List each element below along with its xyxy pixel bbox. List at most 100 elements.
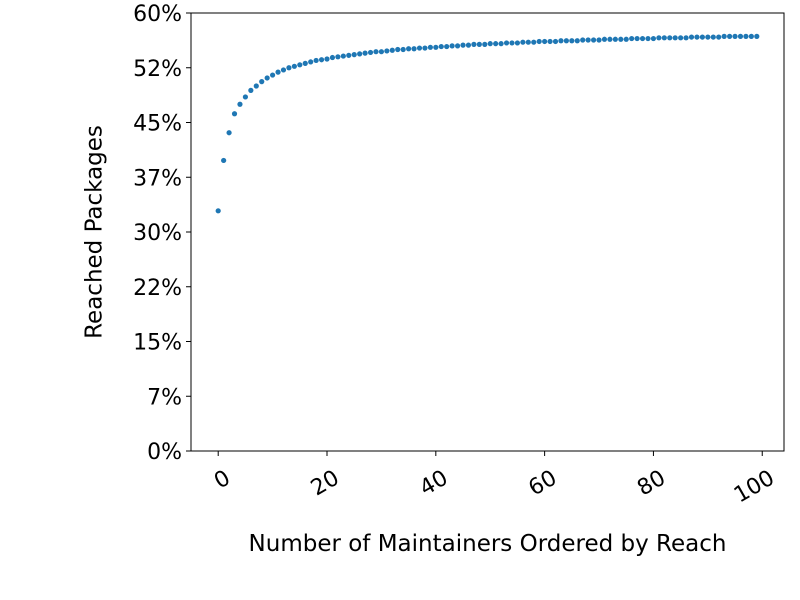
- data-point: [340, 53, 346, 59]
- y-tick-label: 0%: [147, 440, 182, 465]
- data-point: [743, 33, 749, 39]
- data-point: [471, 41, 477, 47]
- data-point: [601, 36, 608, 42]
- data-point: [596, 37, 602, 43]
- data-point: [221, 157, 227, 164]
- data-point: [449, 43, 455, 49]
- y-tick-label: 52%: [133, 57, 182, 82]
- data-point: [503, 40, 510, 46]
- data-point: [482, 41, 488, 47]
- data-point: [634, 35, 640, 42]
- data-point: [645, 35, 651, 42]
- data-point: [318, 57, 325, 63]
- axis-ticks: 0% 7% 15% 22% 30% 37% 45% 52% 60% 0 20 40 60 80 100: [133, 2, 779, 508]
- data-point: [639, 35, 646, 42]
- data-point: [454, 43, 461, 49]
- data-point: [313, 57, 319, 64]
- data-point: [520, 39, 526, 45]
- data-point: [509, 40, 515, 46]
- data-point: [629, 35, 635, 42]
- data-point: [362, 50, 368, 56]
- data-point: [416, 45, 423, 51]
- data-point: [373, 49, 379, 55]
- data-point: [465, 42, 472, 48]
- x-axis-title: Number of Maintainers Ordered by Reach: [249, 531, 727, 557]
- data-point: [259, 79, 265, 85]
- data-point: [552, 38, 559, 45]
- data-point: [351, 52, 357, 58]
- data-point: [683, 35, 689, 41]
- data-point: [525, 39, 531, 45]
- data-point: [536, 38, 542, 45]
- data-point: [231, 111, 238, 117]
- data-point: [716, 34, 722, 40]
- data-point: [406, 46, 412, 52]
- data-point: [384, 48, 390, 54]
- data-point: [253, 83, 259, 89]
- data-point: [427, 44, 433, 50]
- data-point: [395, 46, 401, 53]
- data-point: [542, 38, 548, 45]
- data-point: [618, 36, 624, 42]
- data-point: [563, 38, 569, 44]
- data-point: [678, 35, 684, 41]
- x-tick-label: 40: [416, 466, 453, 502]
- data-point: [699, 34, 705, 40]
- data-point: [672, 35, 678, 41]
- data-point: [460, 42, 466, 48]
- data-point: [487, 41, 493, 47]
- x-tick-label: 100: [730, 466, 779, 509]
- data-point: [242, 94, 249, 100]
- data-point: [667, 35, 673, 41]
- data-point: [574, 38, 580, 44]
- data-point: [226, 130, 232, 136]
- x-tick-label: 80: [633, 466, 670, 502]
- data-point: [531, 39, 537, 45]
- data-point: [732, 33, 738, 39]
- data-point: [444, 43, 450, 50]
- data-point: [726, 33, 733, 39]
- data-point: [297, 62, 303, 68]
- y-tick-label: 37%: [133, 166, 182, 191]
- data-point: [476, 41, 482, 47]
- x-tick-label: 0: [210, 466, 235, 495]
- data-point: [661, 35, 667, 41]
- data-point: [280, 67, 287, 73]
- data-point: [324, 56, 330, 62]
- data-point: [378, 49, 385, 55]
- data-point: [656, 35, 662, 41]
- data-point: [694, 34, 700, 40]
- data-point: [329, 54, 336, 61]
- data-point: [569, 38, 575, 44]
- data-point: [585, 37, 591, 43]
- data-point: [612, 36, 618, 42]
- data-point: [270, 72, 276, 78]
- data-point: [650, 35, 657, 42]
- y-tick-label: 22%: [133, 276, 182, 301]
- y-tick-label: 60%: [133, 2, 182, 27]
- y-axis-title: Reached Packages: [82, 125, 108, 339]
- y-tick-label: 30%: [133, 221, 182, 246]
- data-point: [558, 38, 564, 44]
- data-point: [710, 34, 716, 40]
- data-point: [748, 33, 754, 39]
- x-tick-label: 20: [307, 466, 344, 502]
- data-point: [607, 36, 613, 42]
- data-point: [721, 33, 727, 39]
- data-point: [422, 45, 428, 51]
- data-point: [590, 37, 597, 43]
- data-point: [580, 37, 586, 43]
- y-tick-label: 7%: [147, 385, 182, 410]
- data-point: [438, 43, 444, 50]
- y-tick-label: 45%: [133, 112, 182, 137]
- data-point: [264, 75, 270, 81]
- data-point: [754, 33, 760, 39]
- x-tick-label: 60: [524, 466, 561, 502]
- data-point: [308, 59, 314, 65]
- data-point: [286, 65, 292, 71]
- plot-area-frame: [190, 12, 785, 452]
- data-point: [737, 33, 744, 39]
- data-point: [357, 51, 363, 57]
- data-point: [400, 46, 406, 53]
